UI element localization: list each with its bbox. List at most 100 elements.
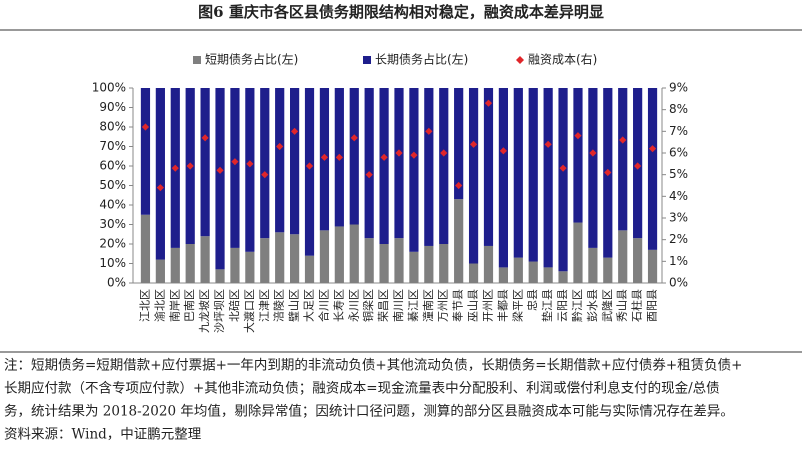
x-tick-label: 巫山县 [467,289,480,322]
legend-label: 短期债务占比(左) [205,52,298,67]
x-tick-label: 綦江区 [407,289,420,322]
x-tick-label: 永川区 [346,289,360,322]
x-tick-label: 梁平区 [510,289,524,322]
y2-tick-label: 7% [669,124,688,138]
cost-point [410,151,418,159]
bar-segment [379,88,389,244]
bar-segment [647,249,658,283]
cost-point [619,136,627,144]
bar-segment [155,259,165,283]
bar-segment [200,88,210,237]
bar-segment [498,267,508,283]
cost-point [455,181,463,190]
bar-segment [394,88,404,239]
y2-tick-label: 2% [669,232,688,246]
x-tick-label: 南岸区 [168,289,181,322]
bar-segment [170,247,180,283]
x-tick-label: 秀山县 [616,289,629,322]
bar-segment [290,88,300,235]
y-tick-label: 90% [99,100,126,114]
y2-tick-label: 3% [669,211,688,225]
cost-point [440,149,448,157]
bar-segment [647,88,658,250]
bar-segment [334,226,344,283]
x-tick-label: 云阳县 [556,289,569,322]
cost-point [648,145,657,153]
x-tick-label: 长寿区 [331,289,345,322]
bar-segment [245,88,255,252]
note: 注：短期债务=短期借款+应付票据+一年内到期的非流动负债+其他流动负债，长期债务… [4,357,743,374]
bar-segment [185,244,195,283]
x-tick-label: 涪陵区 [272,289,286,322]
x-tick-label: 万州区 [437,289,450,322]
bar-segment [409,88,419,252]
cost-point [216,166,224,174]
y-tick-label: 40% [99,198,126,212]
cost-point [156,184,164,192]
bar-segment [230,88,240,248]
x-tick-label: 南川区 [392,289,405,322]
bar-segment [364,88,374,239]
x-tick-label: 荣昌区 [377,289,390,322]
bar-segment [483,88,494,246]
bar-segment [260,238,270,283]
cost-point [425,127,433,135]
x-tick-label: 璧山区 [287,289,301,322]
x-tick-label: 武隆区 [600,289,614,322]
x-tick-label: 黔江区 [570,289,584,322]
x-tick-label: 渝北区 [152,289,166,322]
cost-point [141,123,150,131]
y2-tick-label: 5% [669,167,688,181]
note: 资料来源：Wind，中证鹏元整理 [4,427,202,443]
x-tick-label: 九龙坡区 [198,289,211,333]
bar-segment [439,88,449,244]
bar-segment [275,88,285,233]
cost-point [231,158,239,166]
cost-point [291,127,299,135]
bar-segment [468,88,479,264]
bar-segment [439,244,449,283]
y2-tick-label: 4% [669,189,688,203]
bar-segment [424,88,434,246]
x-tick-label: 铜梁区 [361,289,375,322]
x-tick-label: 潼南区 [421,289,435,322]
cost-point [171,164,179,172]
y2-tick-label: 9% [669,81,688,95]
cost-point [201,134,209,142]
cost-point [350,134,358,142]
bar-segment [588,88,598,248]
cost-point [634,162,642,170]
cost-point [604,168,612,177]
x-tick-label: 北碚区 [227,289,241,322]
cost-point [276,142,284,151]
bar-segment [155,88,165,260]
bar-segment [140,88,151,215]
bar-segment [588,247,598,283]
chart-title: 图6 重庆市各区县债务期限结构相对稳定，融资成本差异明显 [198,3,604,21]
bar-segment [424,245,434,283]
bar-segment [454,199,464,283]
bar-segment [618,230,628,283]
y2-tick-label: 1% [669,254,688,268]
bar-segment [215,88,225,270]
y-tick-label: 0% [107,276,126,290]
cost-point [589,149,597,157]
x-tick-label: 彭水县 [585,289,599,322]
bar-segment [319,230,330,283]
y-tick-label: 100% [92,81,126,95]
y2-tick-label: 6% [669,146,688,160]
x-tick-label: 开州区 [481,289,494,322]
bar-segment [618,88,628,231]
cost-point [365,171,373,179]
y-tick-label: 10% [99,256,126,270]
bar-segment [558,271,568,283]
cost-point [320,153,329,161]
cost-point [544,140,552,148]
bar-segment [633,238,643,283]
y-tick-label: 80% [99,120,126,134]
x-tick-label: 江津区 [258,289,271,322]
x-tick-label: 石柱县 [630,289,644,322]
legend-marker [363,56,371,64]
legend-label: 长期债务占比(左) [375,52,468,67]
